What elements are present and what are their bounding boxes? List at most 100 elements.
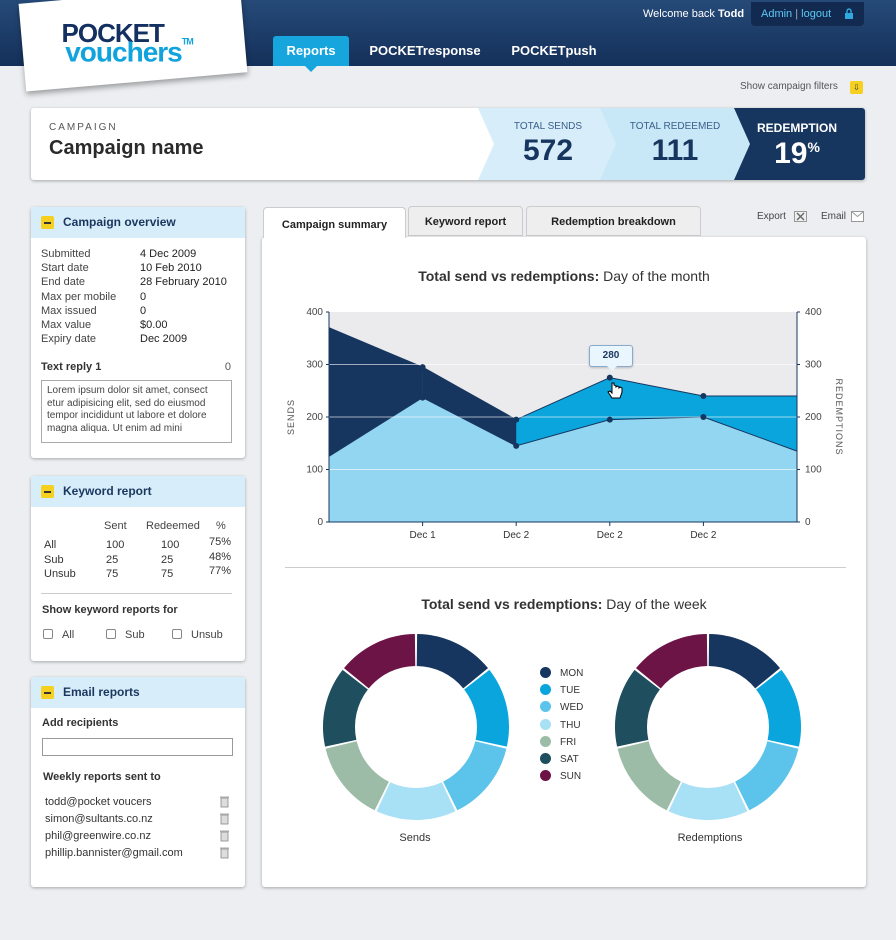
sends-overlap-area bbox=[422, 367, 517, 446]
donut-slice-sat[interactable] bbox=[323, 669, 368, 747]
add-recipient-input[interactable] bbox=[42, 738, 233, 756]
donut-slice-tue[interactable] bbox=[464, 669, 509, 747]
y2-tick-label: 200 bbox=[805, 412, 822, 423]
divider bbox=[41, 593, 232, 594]
redemptions-point[interactable] bbox=[606, 416, 613, 423]
logout-link[interactable]: logout bbox=[801, 8, 832, 20]
hand-cursor-icon bbox=[607, 382, 623, 399]
collapse-icon[interactable] bbox=[41, 216, 54, 229]
text-reply-box[interactable]: Lorem ipsum dolor sit amet, consect etur… bbox=[41, 380, 232, 443]
total-redeemed-value: 111 bbox=[651, 134, 699, 167]
donut-slice-sun[interactable] bbox=[635, 634, 708, 689]
redemptions-point[interactable] bbox=[419, 394, 426, 401]
donut-slice-mon[interactable] bbox=[416, 634, 489, 689]
donut-slice-sat[interactable] bbox=[615, 669, 660, 747]
trash-icon[interactable] bbox=[219, 812, 230, 825]
sends-point[interactable] bbox=[419, 364, 426, 371]
keyword-row-sent: 25 bbox=[106, 553, 119, 566]
nav-tab-reports[interactable]: Reports bbox=[273, 36, 349, 72]
keyword-row-redeemed: 100 bbox=[161, 539, 180, 551]
keyword-row-redeemed: 25 bbox=[161, 553, 174, 566]
donut-slice-sun[interactable] bbox=[343, 634, 416, 689]
kpi-arrows-background bbox=[478, 108, 865, 180]
x-tick-label: Dec 2 bbox=[690, 530, 717, 541]
donut-slice-thu[interactable] bbox=[668, 782, 748, 820]
col-header-pct: % bbox=[216, 520, 226, 532]
collapse-icon[interactable] bbox=[41, 485, 54, 498]
legend-swatch bbox=[540, 701, 551, 713]
admin-link[interactable]: Admin bbox=[761, 8, 793, 20]
sends-point[interactable] bbox=[513, 416, 520, 423]
redemptions-point[interactable] bbox=[700, 414, 707, 420]
legend-item: SAT bbox=[540, 753, 579, 765]
donut-slice-fri[interactable] bbox=[617, 741, 681, 811]
keyword-report-header[interactable]: Keyword report bbox=[31, 476, 245, 507]
redemptions-line bbox=[328, 396, 798, 457]
nav-tab-pocketpush[interactable]: POCKETpush bbox=[511, 43, 597, 58]
overview-value: 4 Dec 2009 bbox=[140, 248, 197, 260]
donut-slice-thu[interactable] bbox=[376, 782, 456, 820]
legend-item: SUN bbox=[540, 770, 581, 782]
tab-redemption-breakdown[interactable]: Redemption breakdown bbox=[526, 206, 701, 236]
donut-slice-mon[interactable] bbox=[708, 634, 781, 689]
recipient-email: todd@pocket voucers bbox=[45, 796, 152, 808]
text-reply-label: Text reply 1 bbox=[41, 361, 102, 373]
sends-point[interactable] bbox=[700, 393, 707, 399]
chevron-down-icon[interactable]: ⇩ bbox=[850, 81, 863, 94]
sends-point[interactable] bbox=[606, 374, 613, 381]
total-redeemed-label: TOTAL REDEEMED bbox=[629, 121, 721, 132]
tab-campaign-summary[interactable]: Campaign summary bbox=[263, 207, 406, 238]
tab-keyword-report[interactable]: Keyword report bbox=[408, 206, 523, 236]
trash-icon[interactable] bbox=[219, 846, 230, 859]
checkbox-sub[interactable]: Sub bbox=[106, 629, 145, 641]
legend-swatch bbox=[540, 735, 551, 747]
overview-row: End date 28 February 2010 bbox=[41, 276, 227, 288]
donut-slice-wed[interactable] bbox=[443, 741, 507, 811]
overview-value: 10 Feb 2010 bbox=[140, 262, 202, 275]
chart-tooltip: 280 bbox=[589, 345, 633, 371]
export-link[interactable]: Export bbox=[757, 211, 786, 222]
overview-key: Max value bbox=[41, 319, 92, 331]
donut-slice-fri[interactable] bbox=[325, 741, 389, 811]
total-sends-label: TOTAL SENDS bbox=[513, 121, 583, 132]
redemption-kpi: REDEMPTION 19% bbox=[727, 108, 865, 180]
overview-key: Expiry date bbox=[41, 333, 97, 346]
donut-slice-tue[interactable] bbox=[756, 669, 801, 747]
legend-swatch bbox=[540, 684, 551, 696]
admin-box: Admin | logout bbox=[751, 2, 864, 26]
trash-icon[interactable] bbox=[219, 829, 230, 842]
campaign-header: CAMPAIGN Campaign name TOTAL SENDS 572 T… bbox=[31, 108, 865, 180]
legend-label: SAT bbox=[560, 754, 579, 765]
legend-swatch bbox=[540, 770, 551, 782]
show-campaign-filters-link[interactable]: Show campaign filters bbox=[740, 81, 838, 92]
collapse-icon[interactable] bbox=[41, 686, 54, 699]
pocket-vouchers-logo[interactable]: POCKET vouchersTM bbox=[18, 0, 248, 92]
legend-item: FRI bbox=[540, 735, 576, 748]
keyword-row-pct: 77% bbox=[209, 565, 232, 577]
overview-value: 0 bbox=[140, 290, 147, 303]
overview-row: Expiry date Dec 2009 bbox=[41, 333, 187, 345]
sends-donut-label: Sends bbox=[399, 832, 431, 844]
overview-value: Dec 2009 bbox=[140, 333, 188, 346]
envelope-icon[interactable] bbox=[851, 211, 864, 222]
checkbox-unsub[interactable]: Unsub bbox=[172, 629, 223, 641]
sends-donut-chart bbox=[323, 634, 509, 820]
overview-value: $0.00 bbox=[140, 319, 168, 331]
col-header-redeemed: Redeemed bbox=[146, 520, 200, 532]
nav-tab-pocketresponse[interactable]: POCKETresponse bbox=[369, 43, 481, 58]
sends-overlap-area bbox=[329, 327, 423, 457]
email-reports-header[interactable]: Email reports bbox=[31, 677, 245, 708]
email-link[interactable]: Email bbox=[821, 211, 847, 222]
donut-slice-wed[interactable] bbox=[735, 741, 799, 811]
campaign-name: Campaign name bbox=[49, 137, 204, 159]
y2-axis-label: REDEMPTIONS bbox=[834, 378, 844, 455]
legend-label: THU bbox=[560, 719, 581, 731]
checkbox-all[interactable]: All bbox=[43, 629, 74, 641]
excel-icon[interactable] bbox=[794, 211, 807, 222]
campaign-overview-header[interactable]: Campaign overview bbox=[31, 207, 245, 238]
legend-item: THU bbox=[540, 718, 581, 731]
redemptions-point[interactable] bbox=[513, 442, 520, 449]
overview-key: Submitted bbox=[41, 248, 91, 260]
trash-icon[interactable] bbox=[219, 795, 230, 808]
welcome-message: Welcome back Todd bbox=[643, 8, 745, 20]
